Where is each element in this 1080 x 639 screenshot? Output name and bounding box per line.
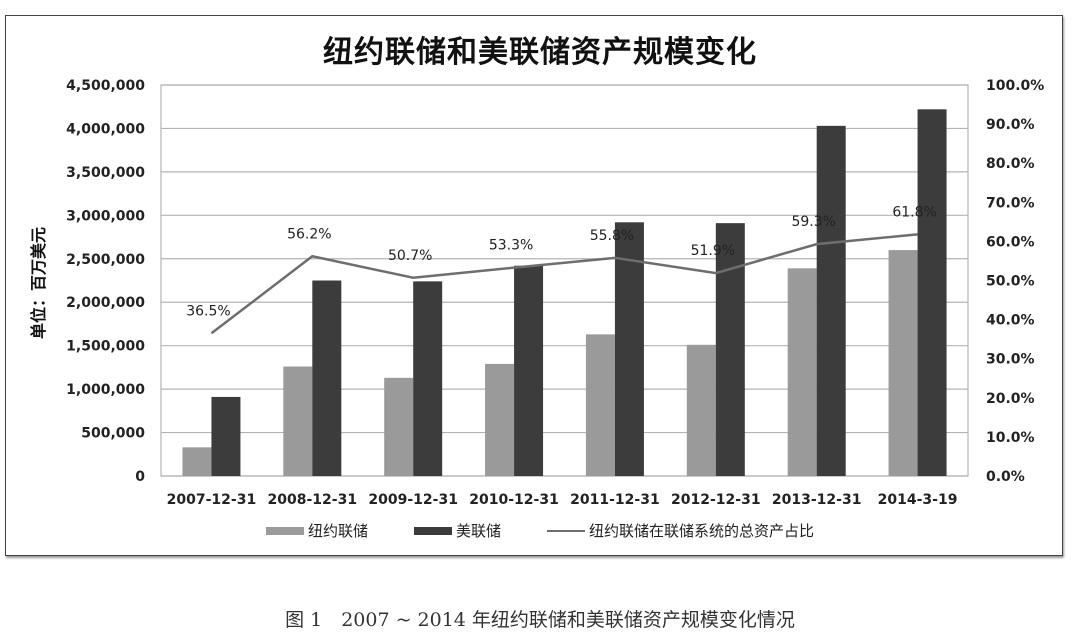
y2-tick-label: 70.0% <box>986 195 1035 211</box>
y-tick-label: 4,000,000 <box>66 121 145 137</box>
bar-ny-fed <box>888 250 918 476</box>
y2-tick-label: 60.0% <box>986 234 1035 250</box>
y2-tick-label: 20.0% <box>986 391 1035 407</box>
y2-tick-label: 10.0% <box>986 430 1035 446</box>
bar-ny-fed <box>585 334 615 476</box>
y2-tick-label: 30.0% <box>986 352 1035 368</box>
bar-fed <box>816 125 846 477</box>
x-axis: 2007-12-31 2008-12-31 2009-12-31 2010-12-31… <box>167 492 958 508</box>
y-axis-label: 单位：百万美元 <box>29 227 48 339</box>
y-tick-label: 2,000,000 <box>66 295 145 311</box>
bar-ny-fed <box>283 366 313 476</box>
y-axis-left: 0 500,000 1,000,000 1,500,000 2,000,000 2,500… <box>66 78 145 485</box>
y2-tick-label: 100.0% <box>986 78 1044 94</box>
x-tick-label: 2007-12-31 <box>167 492 257 508</box>
legend-label-ny-fed: 纽约联储 <box>307 522 368 540</box>
x-tick-label: 2008-12-31 <box>268 492 358 508</box>
bar-fed <box>614 222 644 476</box>
share-line-path <box>210 233 918 335</box>
bar-fed <box>413 281 443 476</box>
legend-item-fed: 美联储 <box>413 520 501 541</box>
bars <box>182 109 947 477</box>
share-data-label: 59.3% <box>791 214 835 230</box>
y-tick-label: 2,500,000 <box>66 252 145 268</box>
chart-title: 纽约联储和美联储资产规模变化 <box>323 35 757 70</box>
legend-label-share: 纽约联储在联储系统的总资产占比 <box>589 522 815 540</box>
legend-item-share: 纽约联储在联储系统的总资产占比 <box>547 520 814 541</box>
y-tick-label: 0 <box>135 469 145 485</box>
share-data-label: 51.9% <box>691 243 735 259</box>
x-tick-label: 2012-12-31 <box>671 492 761 508</box>
legend-item-ny-fed: 纽约联储 <box>265 520 368 541</box>
bar-fed <box>715 223 745 476</box>
legend-swatch-share <box>547 529 585 532</box>
bar-fed <box>514 265 544 476</box>
share-data-label: 56.2% <box>287 226 331 242</box>
y2-tick-label: 80.0% <box>986 156 1035 172</box>
share-line: 36.5% 56.2% 50.7% 53.3% 55.8% 51.9% 59.3% 61.8% <box>186 204 937 335</box>
y-tick-label: 500,000 <box>81 426 145 442</box>
bar-ny-fed <box>485 363 515 476</box>
bar-ny-fed <box>182 447 212 476</box>
y2-tick-label: 50.0% <box>986 274 1035 290</box>
legend-swatch-ny-fed <box>265 526 304 535</box>
legend: 纽约联储 美联储 纽约联储在联储系统的总资产占比 <box>0 520 1080 541</box>
y-tick-label: 4,500,000 <box>66 78 145 94</box>
bar-fed <box>312 280 342 476</box>
y2-tick-label: 40.0% <box>986 313 1035 329</box>
x-tick-label: 2013-12-31 <box>772 492 862 508</box>
bar-ny-fed <box>686 344 716 476</box>
legend-label-fed: 美联储 <box>455 522 501 540</box>
x-tick-label: 2011-12-31 <box>570 492 660 508</box>
x-tick-label: 2014-3-19 <box>878 492 958 508</box>
y-tick-label: 1,500,000 <box>66 339 145 355</box>
legend-swatch-fed <box>413 526 452 535</box>
bar-ny-fed <box>384 377 414 476</box>
share-data-label: 53.3% <box>489 238 533 254</box>
share-data-label: 61.8% <box>892 204 936 220</box>
share-data-label: 36.5% <box>186 303 230 319</box>
y-axis-right: 0.0% 10.0% 20.0% 30.0% 40.0% 50.0% 60.0% 70.0% 8… <box>986 78 1044 485</box>
y-tick-label: 1,000,000 <box>66 382 145 398</box>
y-tick-label: 3,000,000 <box>66 208 145 224</box>
x-tick-label: 2010-12-31 <box>469 492 559 508</box>
x-tick-label: 2009-12-31 <box>368 492 458 508</box>
share-data-label: 50.7% <box>388 248 432 264</box>
figure-caption: 图 1 2007 ~ 2014 年纽约联储和美联储资产规模变化情况 <box>285 609 795 631</box>
bar-fed <box>917 109 947 476</box>
y-tick-label: 3,500,000 <box>66 165 145 181</box>
bar-fed <box>211 396 241 476</box>
bar-ny-fed <box>787 268 817 476</box>
share-data-label: 55.8% <box>590 228 634 244</box>
y2-tick-label: 90.0% <box>986 117 1035 133</box>
y2-tick-label: 0.0% <box>986 469 1025 485</box>
